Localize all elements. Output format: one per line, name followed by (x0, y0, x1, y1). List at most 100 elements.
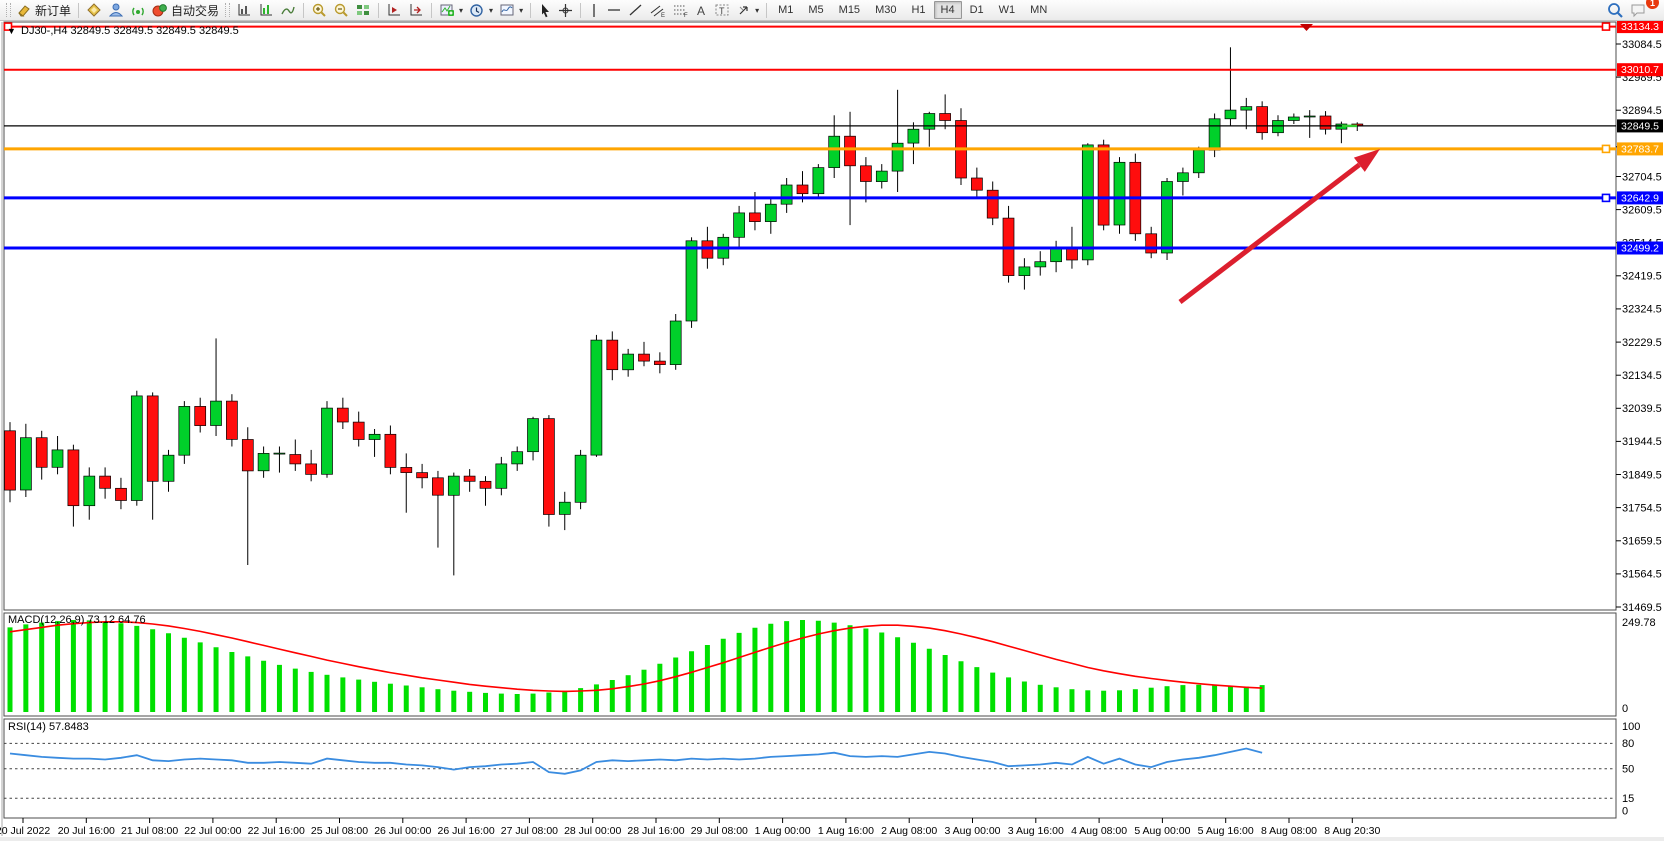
svg-text:5 Aug 00:00: 5 Aug 00:00 (1134, 825, 1190, 837)
line-handle[interactable] (3, 22, 13, 31)
tab-timeframe-W1[interactable]: W1 (998, 4, 1016, 16)
svg-text:22 Jul 16:00: 22 Jul 16:00 (248, 825, 305, 837)
crosshair-tool[interactable] (555, 1, 576, 19)
candle (67, 449, 80, 507)
svg-text:100: 100 (1622, 721, 1640, 733)
vertical-line-tool[interactable] (585, 1, 603, 19)
candle (1192, 149, 1205, 174)
candle (1177, 172, 1189, 182)
svg-text:5 Aug 16:00: 5 Aug 16:00 (1198, 825, 1254, 837)
signal-button[interactable] (127, 1, 149, 19)
candle (986, 189, 999, 219)
candle (1208, 118, 1221, 151)
line-handle[interactable] (1601, 22, 1611, 31)
candle (1066, 247, 1078, 261)
rsi-pane[interactable]: 100 80 50 150 (4, 721, 1640, 818)
tab-timeframe-M1[interactable]: M1 (778, 4, 794, 16)
candle (194, 406, 207, 426)
separator (530, 2, 532, 18)
candle (733, 212, 745, 238)
svg-text:32134.5: 32134.5 (1622, 370, 1662, 382)
zoom-out-button[interactable] (330, 1, 352, 19)
candle (685, 240, 698, 322)
candle (162, 454, 175, 482)
tile-windows-button[interactable] (352, 1, 374, 19)
arrows-tool[interactable]: ▾ (733, 1, 762, 19)
new-order-icon (17, 3, 32, 17)
candle (432, 477, 444, 496)
autotrade-icon (152, 3, 168, 17)
horizontal-line-tool[interactable] (603, 1, 625, 19)
svg-text:80: 80 (1622, 738, 1634, 750)
candle (321, 407, 333, 475)
svg-text:29 Jul 08:00: 29 Jul 08:00 (691, 825, 748, 837)
candle (226, 400, 238, 440)
candle (543, 418, 555, 515)
text-label-tool[interactable]: T (711, 1, 733, 19)
svg-text:33134.3: 33134.3 (1621, 21, 1659, 33)
trendline-tool[interactable] (625, 1, 646, 19)
svg-text:3 Aug 16:00: 3 Aug 16:00 (1008, 825, 1064, 837)
svg-text:3 Aug 00:00: 3 Aug 00:00 (944, 825, 1000, 837)
autotrade-button[interactable]: 自动交易 (149, 1, 222, 19)
fibonacci-tool[interactable]: F (669, 1, 692, 19)
tab-timeframe-D1[interactable]: D1 (969, 4, 984, 16)
notifications-button[interactable]: 1 (1627, 0, 1659, 19)
toolbar-grip[interactable] (6, 3, 11, 17)
profile-button[interactable] (105, 1, 127, 19)
line-handle[interactable] (1601, 144, 1611, 154)
candle (1145, 233, 1158, 254)
price-lines[interactable]: 33134.3 33010.7 32849.5 32783.7 32642.9 32499… (3, 20, 1663, 255)
indicators-button[interactable]: ▾ (436, 1, 466, 19)
text-tool[interactable]: A (692, 1, 711, 19)
candle (1018, 266, 1031, 276)
line-studies-button[interactable] (277, 1, 299, 19)
chart-shift-button[interactable] (405, 1, 427, 19)
svg-text:1 Aug 00:00: 1 Aug 00:00 (755, 825, 811, 837)
new-order-label: 新订单 (35, 3, 72, 18)
search-icon[interactable] (1604, 1, 1627, 19)
candle (416, 472, 428, 479)
chart-profiles-button[interactable] (255, 1, 277, 19)
toolbar-grip[interactable] (225, 3, 231, 17)
new-chart-button[interactable] (233, 1, 255, 19)
new-order-button[interactable]: 新订单 (14, 1, 74, 19)
tab-timeframe-MN[interactable]: MN (1030, 4, 1048, 16)
candle (971, 177, 983, 191)
candle (352, 421, 365, 440)
charts-gold-button[interactable] (83, 1, 105, 19)
candle (384, 433, 397, 468)
line-handle[interactable] (1601, 193, 1611, 203)
svg-text:32419.5: 32419.5 (1622, 271, 1662, 283)
equidistant-channel-tool[interactable]: E (646, 1, 669, 19)
candle (527, 418, 539, 453)
tab-timeframe-H1[interactable]: H1 (911, 4, 926, 16)
auto-scroll-button[interactable] (383, 1, 405, 19)
candle (336, 407, 349, 423)
svg-text:20 Jul 16:00: 20 Jul 16:00 (58, 825, 115, 837)
tab-timeframe-M5[interactable]: M5 (808, 4, 824, 16)
macd-pane[interactable]: 249.78 0 (7, 617, 1656, 715)
cursor-tool[interactable] (535, 1, 555, 19)
zoom-in-button[interactable] (308, 1, 330, 19)
dropdown-caret: ▾ (519, 5, 524, 15)
time-axis[interactable]: 20 Jul 2022 20 Jul 16:00 21 Jul 08:00 22 Ju… (0, 818, 1380, 837)
svg-text:31754.5: 31754.5 (1622, 502, 1662, 514)
candle (939, 113, 951, 121)
svg-text:32783.7: 32783.7 (1621, 143, 1659, 155)
periods-button[interactable]: ▾ (466, 1, 496, 19)
svg-text:32609.5: 32609.5 (1622, 204, 1662, 216)
tab-timeframe-M15[interactable]: M15 (838, 4, 861, 16)
svg-text:31659.5: 31659.5 (1622, 536, 1662, 548)
tab-timeframe-H4[interactable]: H4 (933, 1, 962, 19)
tab-timeframe-M30[interactable]: M30 (875, 4, 897, 16)
candle (860, 165, 872, 182)
templates-button[interactable]: ▾ (496, 1, 526, 19)
candle (638, 353, 650, 362)
candle (1303, 115, 1316, 118)
separator (378, 2, 380, 18)
price-axis[interactable]: 33084.532989.532894.532789.532704.532609… (1616, 39, 1662, 614)
trend-arrow[interactable] (1178, 149, 1380, 304)
scroll-marker-icon[interactable] (1300, 24, 1313, 31)
